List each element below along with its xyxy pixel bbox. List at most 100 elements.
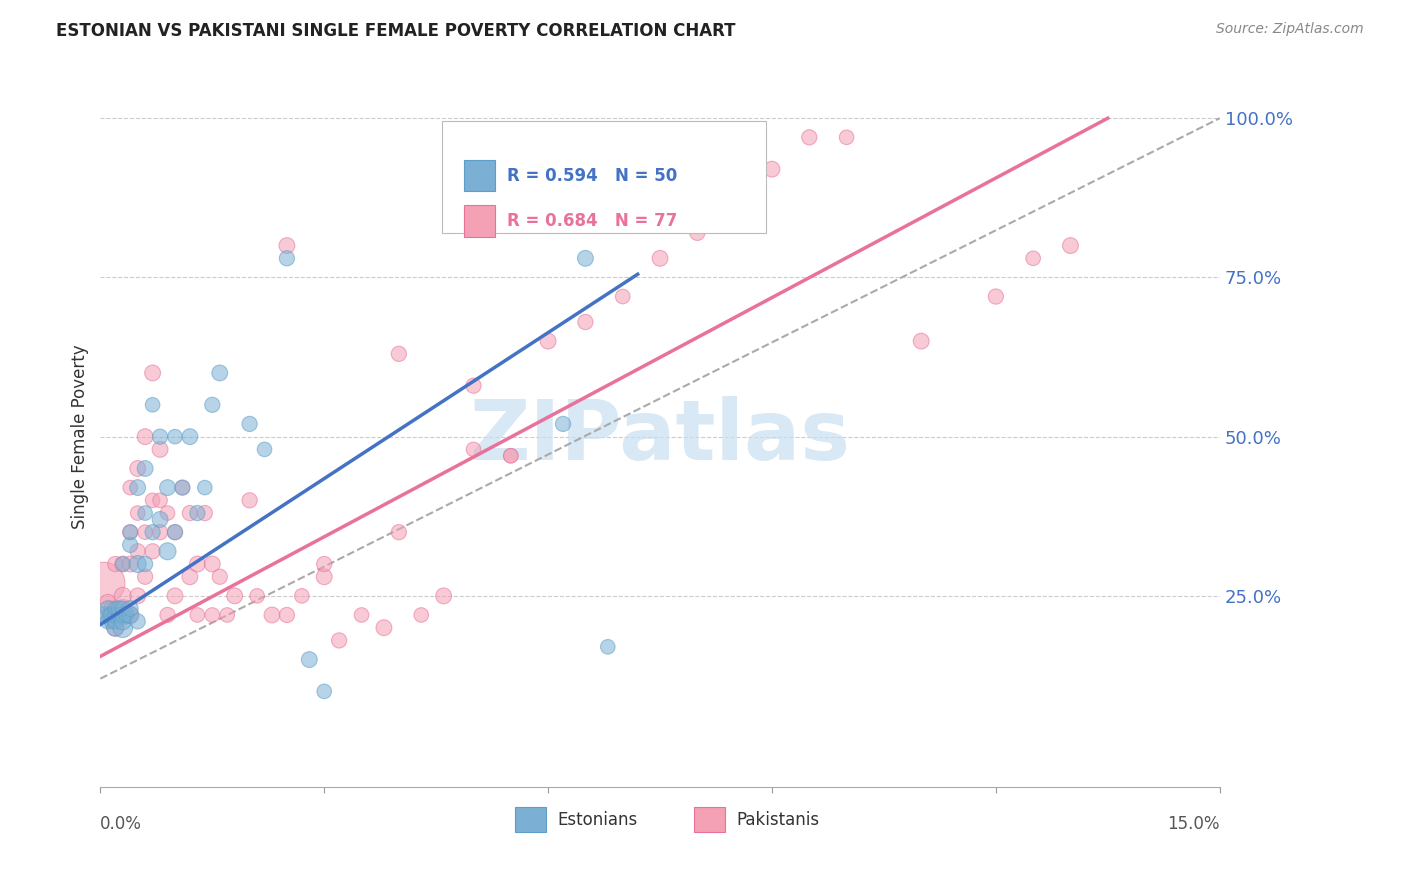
Point — [388, 525, 411, 540]
Y-axis label: Single Female Poverty: Single Female Poverty — [72, 344, 89, 529]
Point — [142, 493, 165, 508]
Point — [463, 378, 485, 392]
Point — [115, 607, 138, 622]
Point — [411, 607, 433, 622]
Point — [108, 607, 131, 622]
Point — [100, 607, 122, 622]
Point — [291, 589, 314, 603]
Point — [120, 601, 142, 615]
Point — [149, 430, 172, 444]
Point — [1022, 252, 1045, 266]
Point — [111, 601, 134, 615]
Point — [127, 615, 149, 629]
Point — [1059, 238, 1081, 252]
Point — [350, 607, 373, 622]
Point — [388, 347, 411, 361]
Point — [120, 607, 142, 622]
Point — [104, 615, 127, 629]
Point — [239, 493, 262, 508]
Point — [100, 601, 122, 615]
Point — [111, 589, 134, 603]
Point — [156, 481, 179, 495]
Point — [104, 557, 127, 571]
Text: Estonians: Estonians — [557, 811, 637, 829]
Point — [104, 607, 127, 622]
Point — [120, 538, 142, 552]
Point — [134, 570, 156, 584]
Point — [217, 607, 239, 622]
Bar — [693, 807, 725, 832]
Point — [172, 481, 194, 495]
Text: Source: ZipAtlas.com: Source: ZipAtlas.com — [1216, 22, 1364, 37]
Point — [499, 449, 522, 463]
Point — [208, 366, 231, 380]
Point — [298, 652, 321, 666]
Bar — [464, 160, 495, 192]
Point — [224, 589, 246, 603]
Point — [984, 289, 1007, 303]
Point — [260, 607, 283, 622]
Point — [186, 607, 208, 622]
Point — [93, 576, 115, 591]
Point — [194, 506, 217, 520]
Point — [100, 615, 122, 629]
Text: 0.0%: 0.0% — [100, 815, 142, 833]
Point — [163, 430, 186, 444]
Point — [186, 557, 208, 571]
Point — [98, 607, 121, 622]
Point — [179, 430, 201, 444]
Text: R = 0.684   N = 77: R = 0.684 N = 77 — [506, 212, 678, 230]
Point — [253, 442, 276, 457]
Point — [127, 589, 149, 603]
Point — [111, 607, 134, 622]
Point — [799, 130, 821, 145]
Point — [120, 481, 142, 495]
Point — [134, 461, 156, 475]
Point — [724, 187, 747, 202]
Point — [276, 252, 298, 266]
Point — [163, 525, 186, 540]
Point — [163, 589, 186, 603]
Point — [537, 334, 560, 348]
Point — [186, 506, 208, 520]
Point — [239, 417, 262, 431]
Point — [179, 506, 201, 520]
Point — [551, 417, 574, 431]
Point — [314, 684, 336, 698]
Point — [328, 633, 350, 648]
Point — [142, 398, 165, 412]
Point — [201, 607, 224, 622]
Point — [208, 570, 231, 584]
Point — [574, 252, 596, 266]
Point — [314, 570, 336, 584]
Point — [127, 461, 149, 475]
Point — [142, 544, 165, 558]
Point — [201, 398, 224, 412]
Point — [104, 601, 127, 615]
Point — [111, 621, 134, 635]
Point — [108, 601, 131, 615]
Point — [276, 607, 298, 622]
Point — [142, 525, 165, 540]
Text: ESTONIAN VS PAKISTANI SINGLE FEMALE POVERTY CORRELATION CHART: ESTONIAN VS PAKISTANI SINGLE FEMALE POVE… — [56, 22, 735, 40]
Point — [373, 621, 395, 635]
Point — [686, 226, 709, 240]
Point — [111, 557, 134, 571]
Point — [97, 615, 120, 629]
Point — [761, 162, 783, 177]
Point — [499, 449, 522, 463]
Point — [612, 289, 634, 303]
Point — [648, 252, 671, 266]
Point — [910, 334, 932, 348]
Point — [120, 557, 142, 571]
Point — [111, 601, 134, 615]
Point — [134, 430, 156, 444]
Point — [111, 607, 134, 622]
Text: ZIPatlas: ZIPatlas — [470, 396, 851, 477]
Point — [156, 544, 179, 558]
Point — [104, 621, 127, 635]
Point — [127, 481, 149, 495]
Point — [201, 557, 224, 571]
Point — [97, 601, 120, 615]
Point — [111, 615, 134, 629]
